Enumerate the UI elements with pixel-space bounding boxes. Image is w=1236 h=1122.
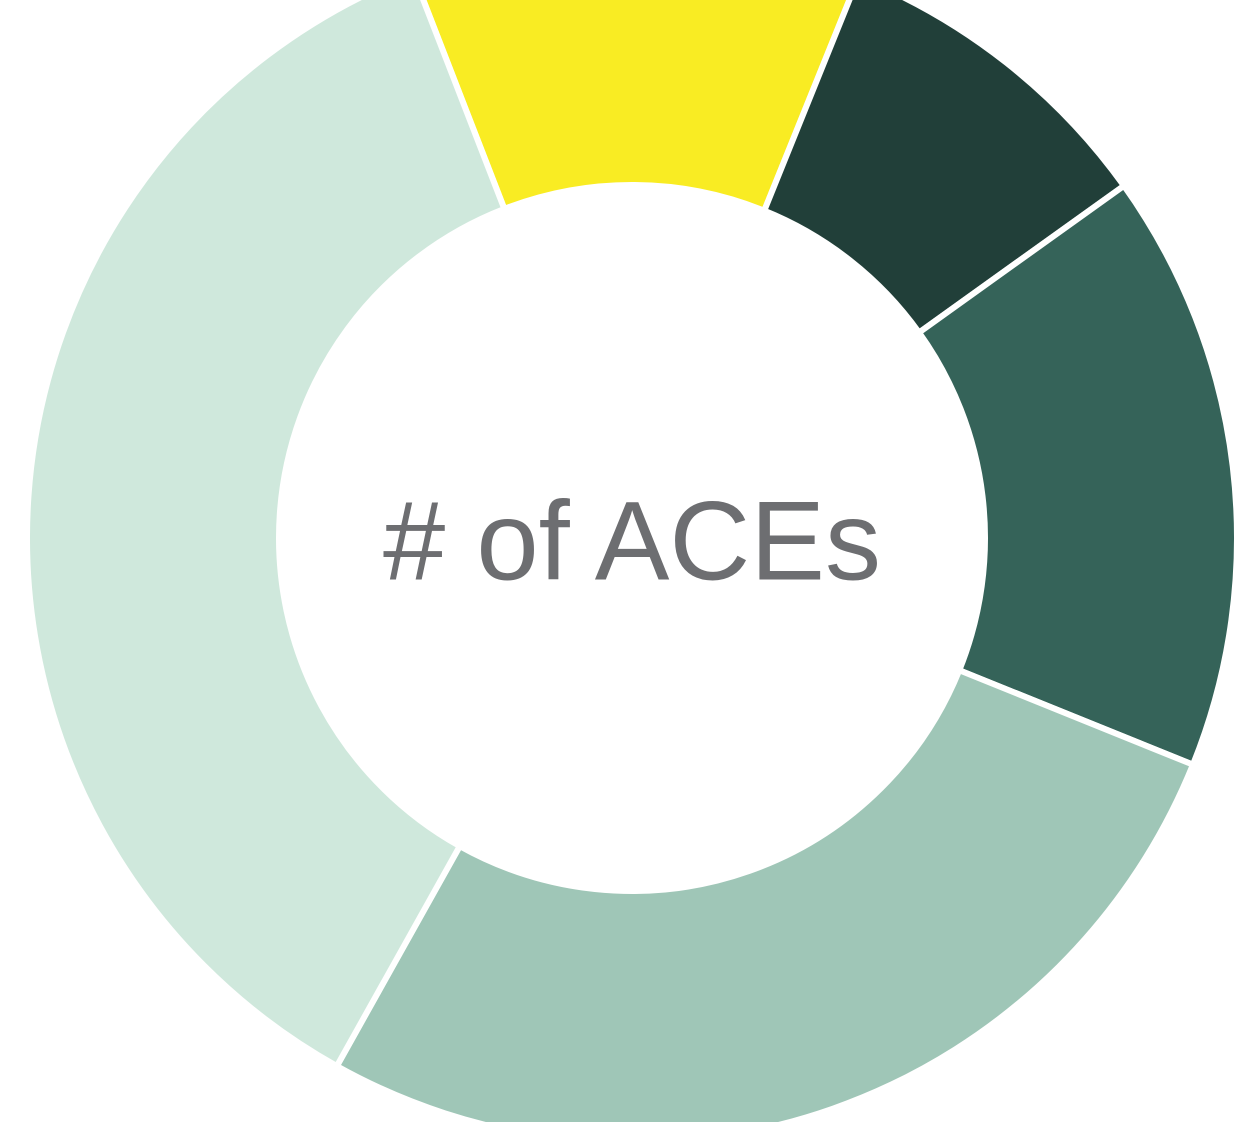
slice [332, 666, 1197, 1122]
center-label: # of ACEs [383, 479, 881, 604]
slice [420, 0, 853, 215]
slices [24, 0, 1236, 1122]
slice [24, 0, 509, 1071]
slice [914, 181, 1236, 769]
